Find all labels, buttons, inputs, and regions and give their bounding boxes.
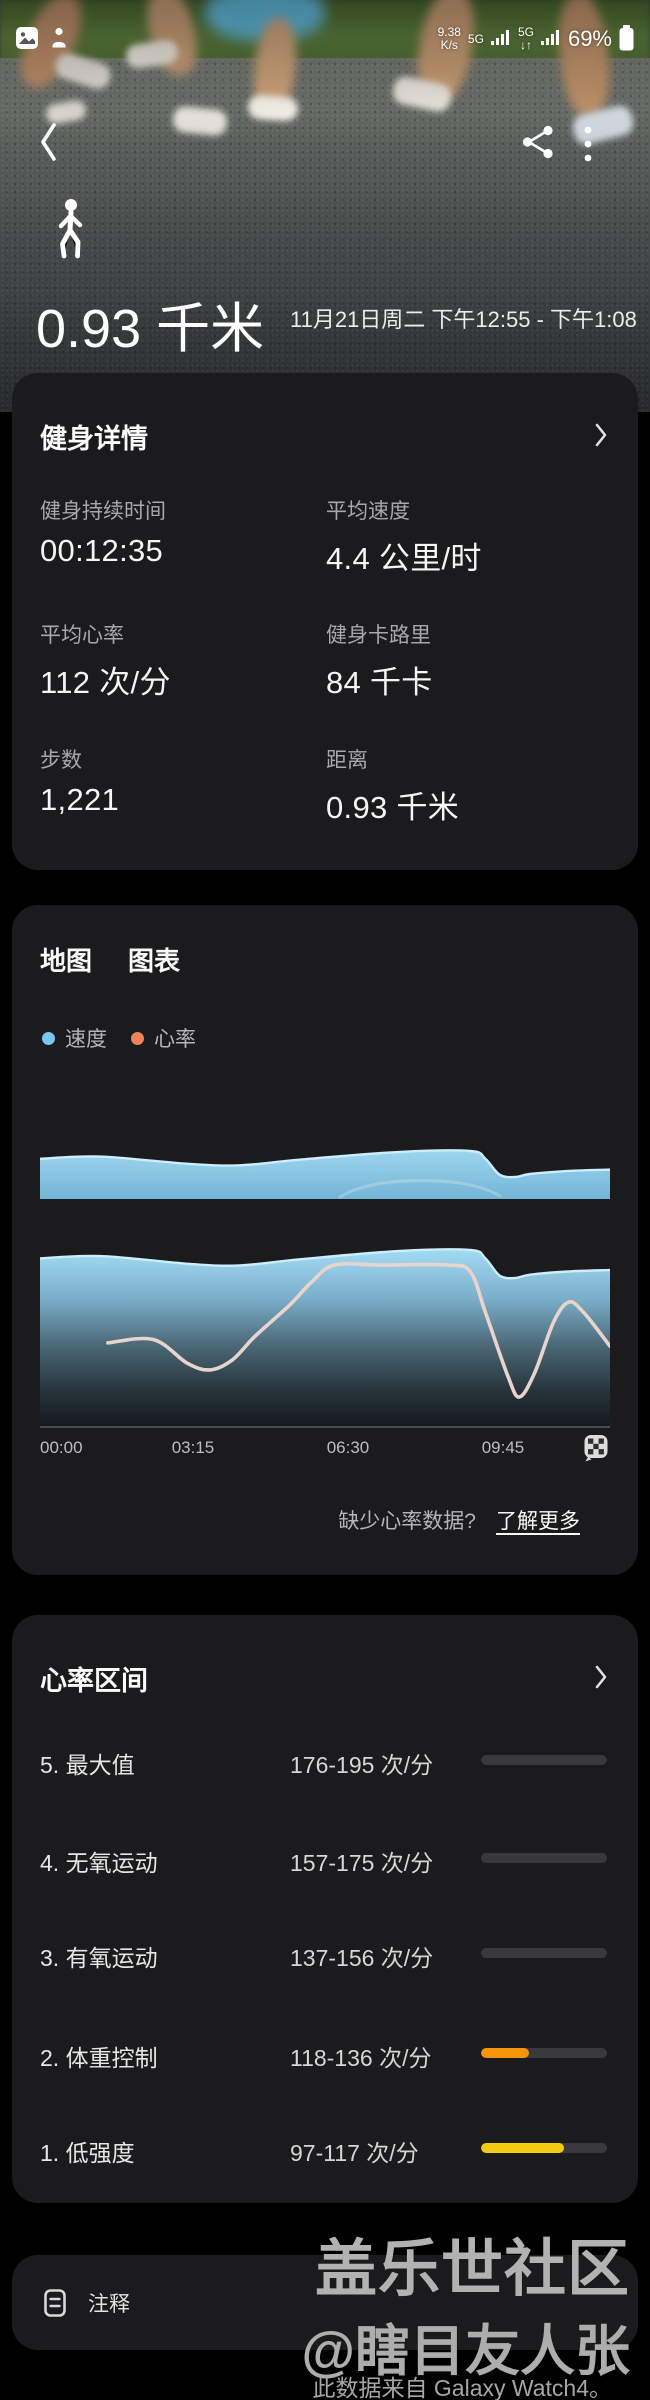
back-chevron-icon (38, 123, 60, 167)
hr-zone-bar-track (481, 2048, 607, 2058)
hr-zone-bar-track (481, 2143, 607, 2153)
watermark-source: 此数据来自 Galaxy Watch4。 (312, 2375, 612, 2400)
back-button[interactable] (38, 120, 60, 167)
share-icon (520, 125, 556, 163)
more-vertical-dots-icon (583, 126, 593, 167)
signal-bars-icon (490, 29, 511, 49)
stat-steps: 步数 1,221 (40, 749, 120, 817)
notes-icon (44, 2289, 66, 2322)
signal-bars-icon (540, 29, 561, 49)
hr-zones-card: 心率区间 5. 最大值 176-195 次/分 4. 无氧运动 157-175 … (12, 1615, 638, 2203)
finish-flag-icon (583, 1434, 609, 1467)
battery-icon (619, 24, 634, 54)
workout-details-title: 健身详情 (40, 424, 148, 454)
x-axis-line (40, 1426, 610, 1428)
speed-mini-chart (40, 1149, 610, 1199)
stat-avg-speed: 平均速度 4.4 公里/时 (326, 500, 482, 576)
hero-grass (0, 0, 650, 64)
stat-avg-heart-rate: 平均心率 112 次/分 (40, 624, 171, 700)
x-tick-label: 00:00 (40, 1438, 83, 1457)
x-tick-label: 06:30 (326, 1438, 370, 1457)
ghost-line (338, 1179, 502, 1199)
speed-legend-dot (42, 1031, 55, 1045)
status-bar: 9.38 K/s 5G 5G ↓↑ 69% (0, 24, 650, 54)
hr-zone-row-2: 2. 体重控制 118-136 次/分 (12, 2035, 638, 2071)
battery-percent: 69% (567, 26, 612, 51)
network-type-2: 5G ↓↑ (517, 25, 534, 52)
gallery-notification-icon (16, 26, 38, 52)
missing-hr-row: 缺少心率数据? 了解更多 (338, 1505, 580, 1535)
watermark-community: 盖乐世社区 (314, 2235, 630, 2304)
chart-legend: 速度 心率 (42, 1023, 210, 1053)
hr-zone-bar-track (481, 1853, 607, 1863)
stat-duration: 健身持续时间 00:12:35 (40, 500, 166, 568)
updown-arrows-icon: ↓↑ (519, 38, 532, 52)
workout-details-header[interactable]: 健身详情 (12, 373, 638, 469)
hero-distance-value: 0.93 千米 (36, 299, 265, 359)
hr-zones-header[interactable]: 心率区间 (12, 1615, 638, 1711)
hero-photo (0, 0, 650, 412)
watermark-username: @瞎目友人张 (301, 2320, 630, 2382)
network-type-1: 5G (467, 31, 484, 46)
x-tick-label: 03:15 (171, 1438, 215, 1457)
notes-card[interactable]: 注释 (12, 2255, 638, 2350)
x-tick-label: 09:45 (481, 1438, 525, 1457)
hr-zones-title: 心率区间 (40, 1666, 148, 1696)
more-options-button[interactable] (583, 124, 593, 167)
walking-activity-icon (54, 198, 88, 265)
missing-hr-question: 缺少心率数据? (338, 1510, 476, 1533)
heart-rate-legend-dot (131, 1031, 144, 1045)
stat-distance: 距离 0.93 千米 (326, 749, 460, 825)
hero-datetime-range: 11月21日周二 下午12:55 - 下午1:08 (290, 307, 637, 332)
workout-details-card: 健身详情 健身持续时间 00:12:35 平均速度 4.4 公里/时 平均心率 … (12, 373, 638, 870)
learn-more-link[interactable]: 了解更多 (496, 1510, 580, 1533)
hr-zone-row-3: 3. 有氧运动 137-156 次/分 (12, 1935, 638, 1971)
hr-zone-bar-track (481, 1948, 607, 1958)
map-chart-card: 地图 图表 速度 心率 (12, 905, 638, 1575)
share-button[interactable] (520, 124, 556, 163)
hr-zone-bar-track (481, 1755, 607, 1765)
chevron-right-icon (594, 1665, 608, 1694)
hr-zone-row-1: 1. 低强度 97-117 次/分 (12, 2130, 638, 2166)
stat-calories: 健身卡路里 84 千卡 (326, 624, 433, 700)
hr-zone-bar-fill (481, 2048, 529, 2058)
chevron-right-icon (594, 423, 608, 452)
tab-map[interactable]: 地图 (40, 946, 93, 976)
hr-zone-row-4: 4. 无氧运动 157-175 次/分 (12, 1840, 638, 1876)
speed-heart-rate-chart (40, 1248, 610, 1427)
tab-chart[interactable]: 图表 (128, 946, 181, 976)
hr-zone-bar-fill (481, 2143, 565, 2153)
notes-label: 注释 (88, 2293, 130, 2316)
network-speed-indicator: 9.38 K/s (437, 25, 461, 52)
hero-shade (0, 0, 650, 412)
hr-zone-row-5: 5. 最大值 176-195 次/分 (12, 1742, 638, 1778)
person-notification-icon (50, 27, 68, 52)
hero-road (0, 58, 650, 412)
